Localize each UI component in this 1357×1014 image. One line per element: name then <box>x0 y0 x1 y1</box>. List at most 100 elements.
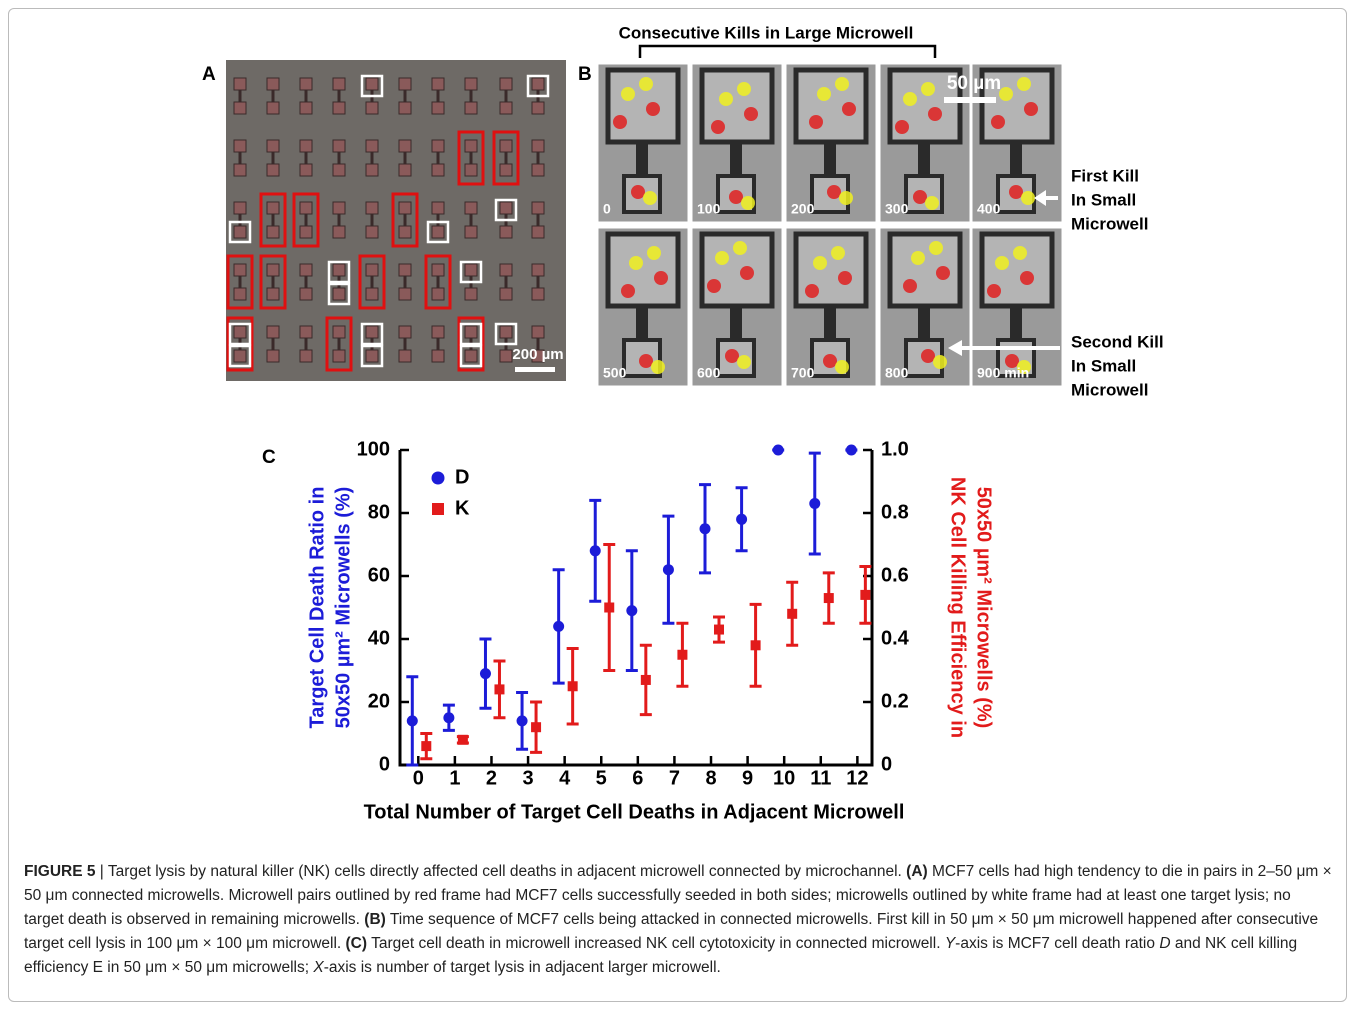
panel-title: Consecutive Kills in Large Microwell <box>619 23 914 42</box>
microchannel <box>305 276 308 288</box>
microwell <box>366 350 378 362</box>
microwell <box>465 264 477 276</box>
microwell <box>300 226 312 238</box>
microchannel <box>305 90 308 102</box>
point <box>480 668 491 679</box>
cell <box>823 354 837 368</box>
microwell <box>234 164 246 176</box>
microwell <box>465 326 477 338</box>
microwell <box>234 264 246 276</box>
microwell <box>333 102 345 114</box>
cell <box>613 115 627 129</box>
microwell <box>300 288 312 300</box>
x-tick-label: 1 <box>449 767 460 789</box>
microchannel <box>505 152 508 164</box>
microwell <box>234 326 246 338</box>
microwell <box>267 350 279 362</box>
annotation: Microwell <box>1071 380 1148 399</box>
microchannel <box>371 152 374 164</box>
channel <box>1010 306 1022 340</box>
microwell <box>333 140 345 152</box>
y-axis-label: 50x50 µm² Microwells (%) <box>332 487 354 729</box>
time-label: 600 <box>697 365 721 381</box>
microwell <box>234 140 246 152</box>
channel <box>1010 142 1022 176</box>
microwell <box>234 102 246 114</box>
microwell <box>500 140 512 152</box>
caption-run: (B) <box>364 911 386 928</box>
cell <box>711 120 725 134</box>
microchannel <box>470 214 473 226</box>
microchannel <box>404 276 407 288</box>
microchannel <box>470 90 473 102</box>
y-tick-label: 100 <box>357 438 390 460</box>
cell <box>817 87 831 101</box>
y2-tick-label: 1.0 <box>881 438 909 460</box>
microchannel <box>272 276 275 288</box>
microwell <box>333 350 345 362</box>
microchannel <box>404 152 407 164</box>
x-tick-label: 11 <box>810 767 831 789</box>
microchannel <box>404 214 407 226</box>
x-tick-label: 8 <box>705 767 716 789</box>
microchannel <box>239 214 242 226</box>
microchannel <box>505 90 508 102</box>
microwell <box>532 78 544 90</box>
legend-marker <box>432 472 445 485</box>
caption-run: Y <box>945 935 955 952</box>
microwell <box>500 164 512 176</box>
time-label: 0 <box>603 201 611 217</box>
microwell <box>500 226 512 238</box>
panel-label: A <box>202 64 216 85</box>
y2-axis-label: 50x50 µm² Microwells (%) <box>973 487 995 729</box>
caption-run: FIGURE 5 <box>24 863 95 880</box>
annotation: In Small <box>1071 190 1136 209</box>
microwell <box>399 202 411 214</box>
microwell <box>366 326 378 338</box>
annotation: In Small <box>1071 356 1136 375</box>
microwell <box>500 350 512 362</box>
microwell <box>333 226 345 238</box>
scale-bar-label: 200 µm <box>512 346 563 363</box>
microwell <box>366 264 378 276</box>
microwell <box>366 164 378 176</box>
cell <box>1013 246 1027 260</box>
y2-axis-label: NK Cell Killing Efficiency in <box>947 477 969 738</box>
x-tick-label: 6 <box>632 767 643 789</box>
channel <box>730 306 742 340</box>
cell <box>813 256 827 270</box>
channel <box>918 306 930 340</box>
microwell <box>432 140 444 152</box>
microwell <box>399 350 411 362</box>
microwell <box>267 264 279 276</box>
microwell <box>432 202 444 214</box>
page: A 200 µm B Consecutive Kills in Large Mi… <box>0 0 1357 1014</box>
microchannel <box>404 338 407 350</box>
microwell <box>500 202 512 214</box>
cell <box>707 279 721 293</box>
cell <box>925 196 939 210</box>
microwell <box>432 78 444 90</box>
microwell <box>465 78 477 90</box>
cell <box>621 284 635 298</box>
microwell <box>267 226 279 238</box>
point <box>421 741 431 751</box>
microwell <box>300 164 312 176</box>
microchannel <box>272 90 275 102</box>
cell <box>741 196 755 210</box>
large-well <box>796 70 866 142</box>
cell <box>729 190 743 204</box>
microchannel <box>272 338 275 350</box>
point <box>626 605 637 616</box>
microwell <box>333 326 345 338</box>
legend-label: K <box>455 497 470 519</box>
time-label: 700 <box>791 365 815 381</box>
microwell <box>432 350 444 362</box>
cell <box>903 92 917 106</box>
x-tick-label: 12 <box>846 767 868 789</box>
microwell <box>366 102 378 114</box>
microwell <box>432 326 444 338</box>
microwell <box>234 226 246 238</box>
channel <box>824 142 836 176</box>
microwell <box>300 350 312 362</box>
